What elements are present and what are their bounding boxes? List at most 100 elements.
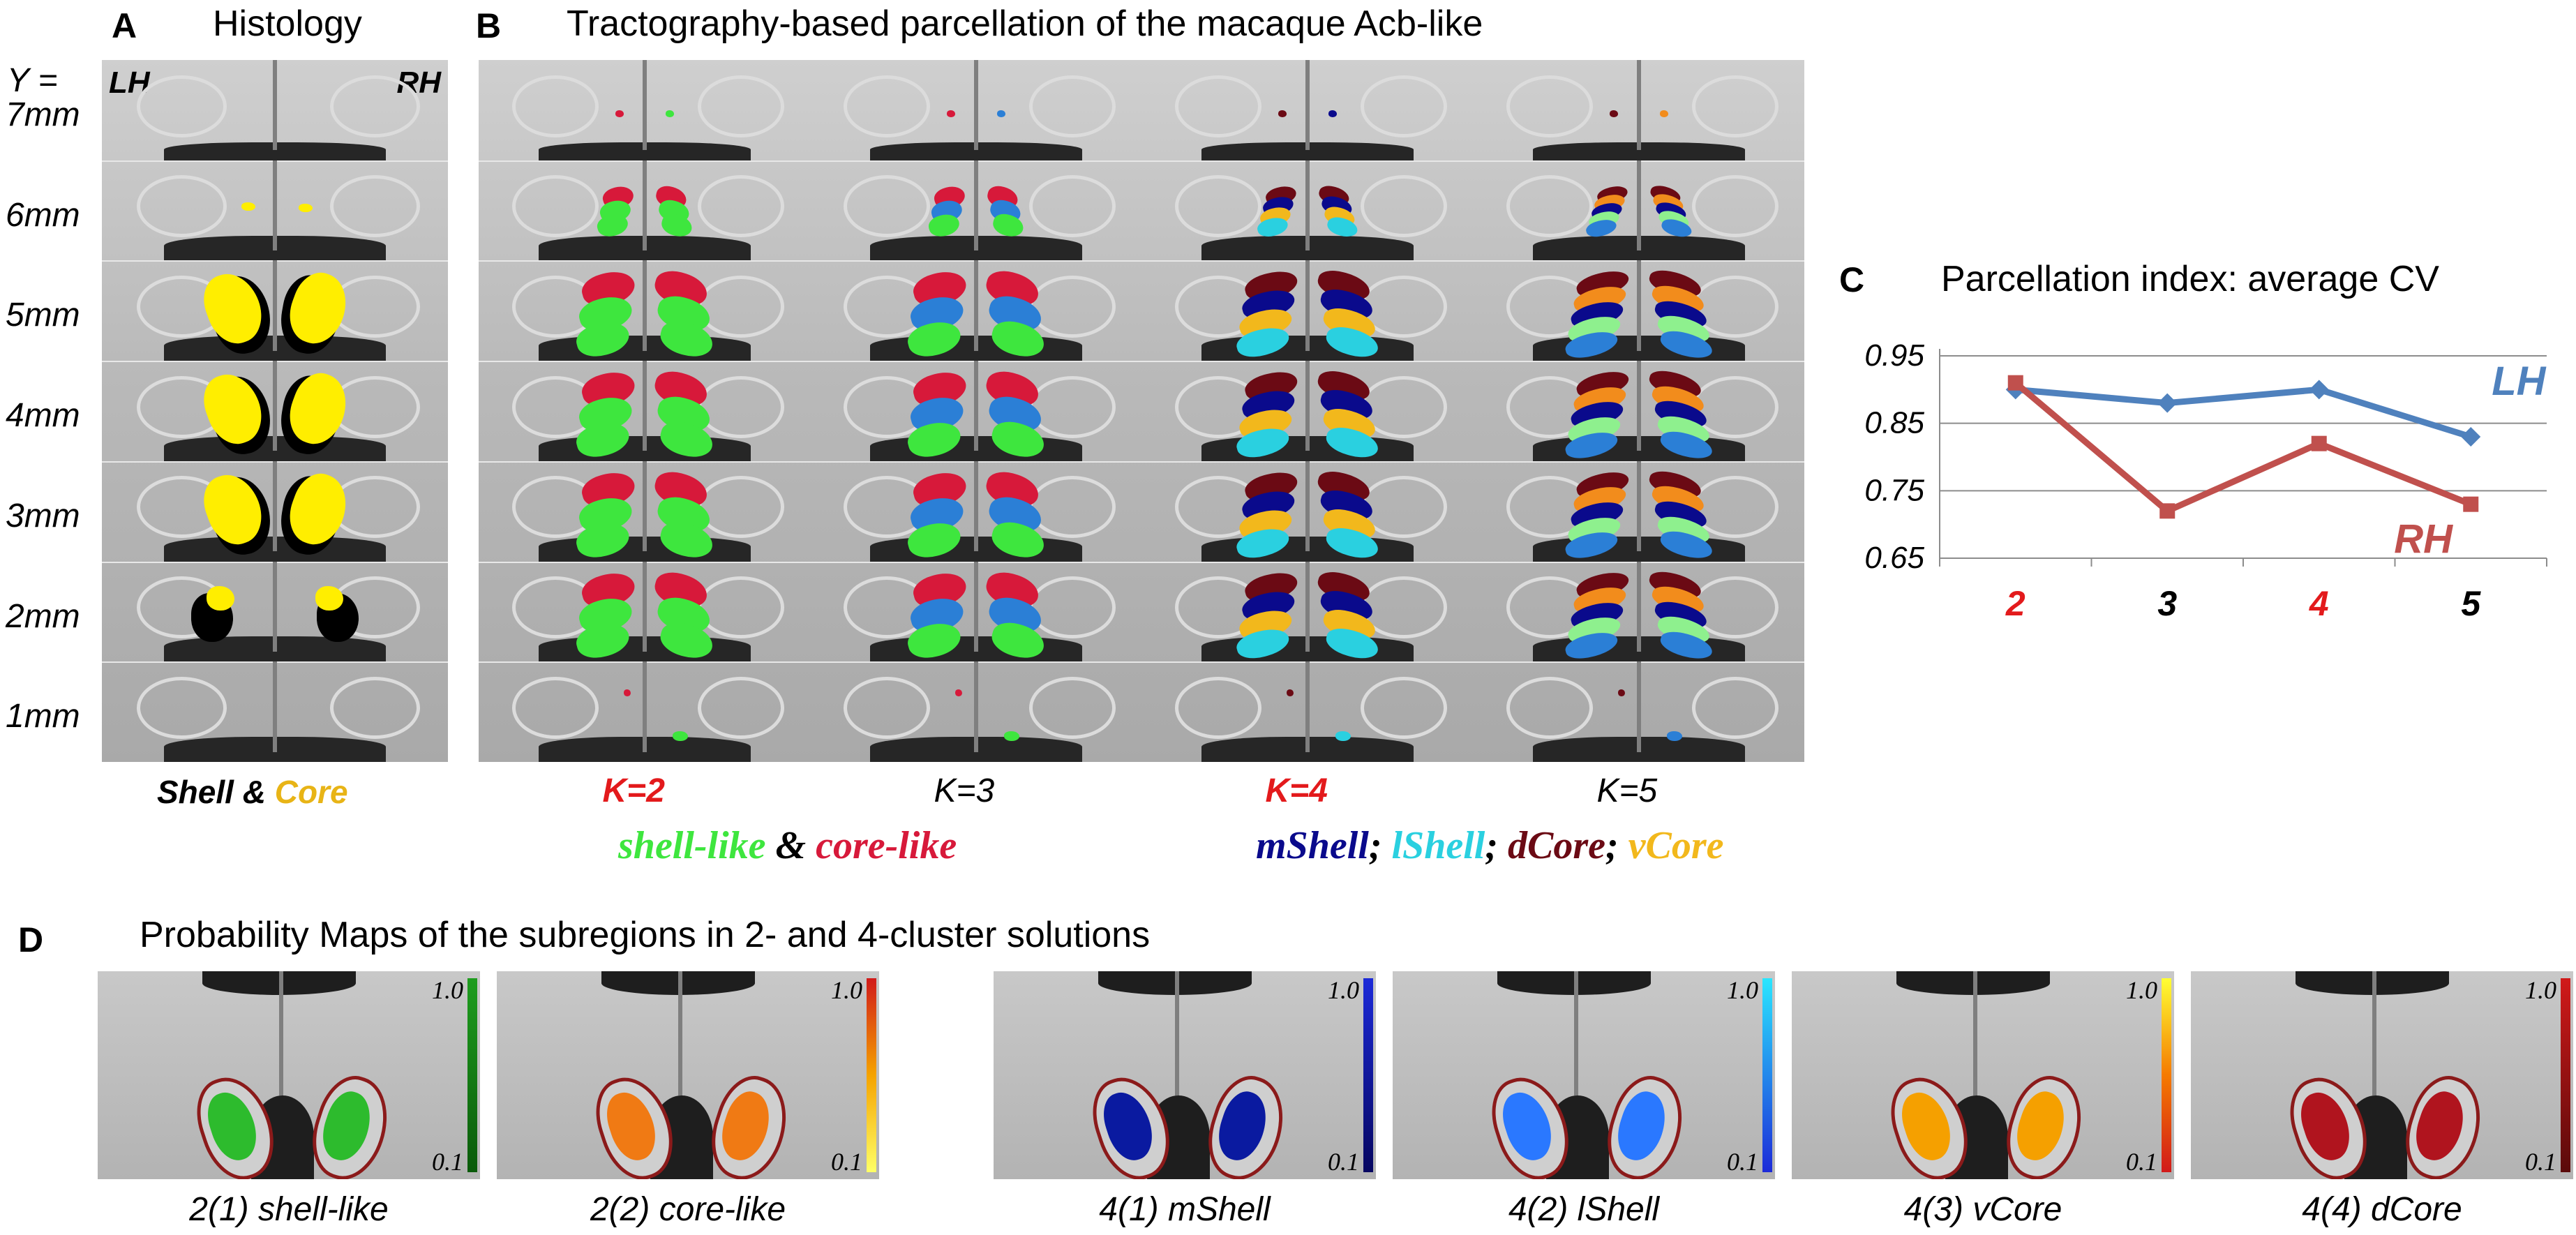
k4-legend: mShell; lShell; dCore; vCore xyxy=(1256,823,1723,868)
mri-slice xyxy=(479,160,1804,262)
gyral-fold xyxy=(1174,175,1261,238)
parcel-region xyxy=(672,731,688,742)
histology-core xyxy=(315,585,343,611)
midline xyxy=(273,160,277,251)
gyral-fold xyxy=(1028,175,1116,238)
series-label-lh: LH xyxy=(2492,359,2546,404)
colorbar-min-label: 0.1 xyxy=(1328,1148,1359,1176)
legend-sep-2: ; xyxy=(1485,824,1508,867)
legend-core-like: core-like xyxy=(816,824,957,867)
midline xyxy=(973,160,978,251)
data-point-rh xyxy=(2007,375,2023,391)
colorbar-min-label: 0.1 xyxy=(831,1148,862,1176)
legend-sep-1: ; xyxy=(1368,824,1392,867)
panel-d-title: Probability Maps of the subregions in 2-… xyxy=(140,915,1151,955)
midline xyxy=(1574,971,1578,1095)
legend-sep-3: ; xyxy=(1605,824,1628,867)
gyral-fold xyxy=(1028,275,1116,338)
y-tick-label: 0.85 xyxy=(1864,406,1924,440)
colorbar-max-label: 1.0 xyxy=(2126,976,2157,1004)
mri-slice xyxy=(479,461,1804,563)
parcellation-image xyxy=(479,60,1804,762)
k-label: K=5 xyxy=(1596,772,1658,809)
midline xyxy=(273,361,277,451)
data-point-lh xyxy=(2309,380,2329,400)
gyral-fold xyxy=(697,375,784,438)
gyral-fold xyxy=(511,75,599,137)
shell-word: Shell xyxy=(157,774,234,810)
parcel-region xyxy=(996,110,1005,117)
midline xyxy=(273,561,277,652)
colorbar xyxy=(467,978,477,1172)
gyral-fold xyxy=(511,676,599,739)
gyral-fold xyxy=(1028,75,1116,137)
gyral-fold xyxy=(1691,75,1779,137)
parcel-region xyxy=(1003,731,1019,742)
gyral-fold xyxy=(697,476,784,539)
data-point-rh xyxy=(2311,435,2327,451)
data-point-rh xyxy=(2463,496,2479,512)
midline xyxy=(1305,361,1310,451)
slice-label: 6mm xyxy=(6,196,80,234)
parcel-region xyxy=(1328,110,1337,117)
histology-image: LH RH xyxy=(102,60,448,762)
colorbar xyxy=(2561,978,2570,1172)
gyral-fold xyxy=(1174,676,1261,739)
midline xyxy=(642,561,647,652)
midline xyxy=(642,60,647,151)
mri-slice xyxy=(479,60,1804,162)
series-line-rh xyxy=(2013,380,2472,515)
histology-core xyxy=(241,202,255,211)
cv-line-chart: 0.95 0.85 0.75 0.65 2 3 4 5 LH RH xyxy=(1864,338,2547,623)
probability-map-label: 4(1) mShell xyxy=(1099,1191,1271,1228)
midline xyxy=(1305,60,1310,151)
colorbar-min-label: 0.1 xyxy=(2525,1148,2556,1176)
midline xyxy=(642,661,647,752)
midline xyxy=(642,361,647,451)
midline xyxy=(973,661,978,752)
gyral-fold xyxy=(1360,175,1447,238)
parcel-region xyxy=(954,689,962,697)
parcel-region xyxy=(1286,689,1294,697)
panel-b-title: Tractography-based parcellation of the m… xyxy=(567,3,1483,44)
gyral-fold xyxy=(136,676,227,739)
gyral-fold xyxy=(843,175,930,238)
colorbar-max-label: 1.0 xyxy=(432,976,463,1004)
panel-d-letter: D xyxy=(18,920,44,959)
midline xyxy=(1636,361,1641,451)
gyral-fold xyxy=(1360,676,1447,739)
series-line-lh xyxy=(2015,386,2472,440)
colorbar-min-label: 0.1 xyxy=(432,1148,463,1176)
colorbar-max-label: 1.0 xyxy=(1727,976,1758,1004)
gyral-fold xyxy=(697,75,784,137)
midline xyxy=(1636,561,1641,652)
parcel-region xyxy=(946,110,955,117)
panel-a-letter: A xyxy=(112,6,137,45)
slice-label: 3mm xyxy=(6,497,80,534)
colorbar-max-label: 1.0 xyxy=(2525,976,2556,1004)
parcel-region xyxy=(1659,110,1668,117)
slice-label: 4mm xyxy=(6,397,80,435)
gyral-fold xyxy=(136,175,227,238)
k2-legend: shell-like & core-like xyxy=(618,823,957,868)
colorbar xyxy=(1762,978,1772,1172)
gyral-fold xyxy=(1691,175,1779,238)
legend-dcore: dCore xyxy=(1507,824,1605,867)
k-label: K=2 xyxy=(602,772,665,809)
legend-vcore: vCore xyxy=(1628,824,1724,867)
midline xyxy=(642,260,647,351)
midline xyxy=(973,561,978,652)
mri-slice xyxy=(479,361,1804,463)
midline xyxy=(1973,971,1977,1095)
gyral-fold xyxy=(1028,576,1116,639)
midline xyxy=(1636,461,1641,552)
x-tick-label: 4 xyxy=(2309,584,2329,623)
mri-slice xyxy=(479,260,1804,363)
midline xyxy=(273,60,277,151)
y-tick-label: 0.75 xyxy=(1864,473,1924,507)
gyral-fold xyxy=(330,75,421,137)
y-tick-label: 0.65 xyxy=(1864,541,1924,575)
colorbar xyxy=(2162,978,2171,1172)
gyral-fold xyxy=(330,676,421,739)
x-tick-label: 5 xyxy=(2461,584,2481,623)
